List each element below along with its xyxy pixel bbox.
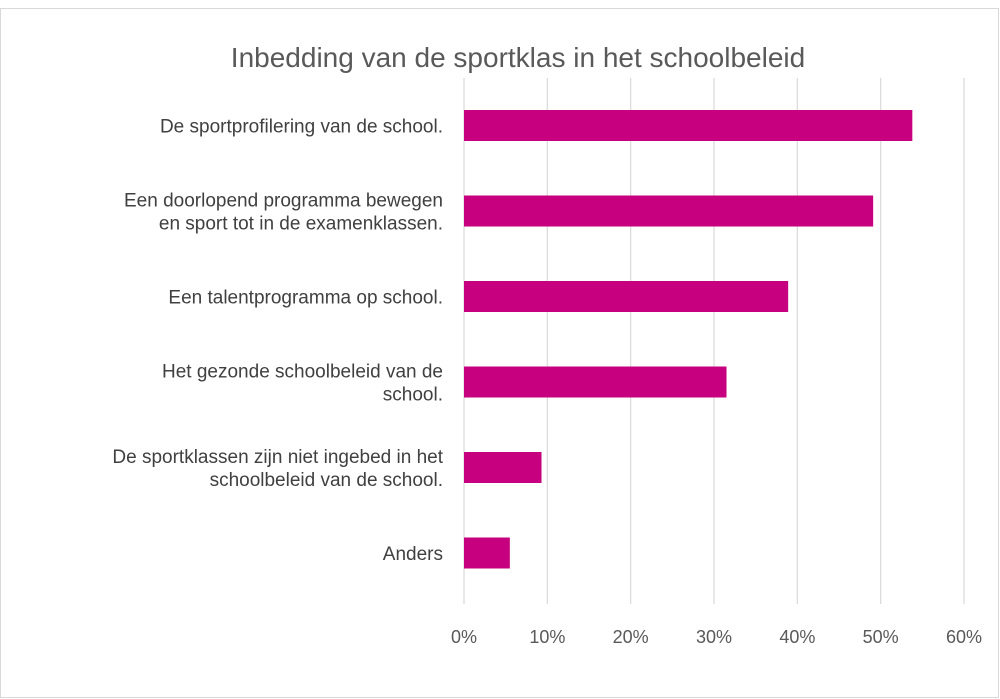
x-tick-label: 0% <box>451 627 477 647</box>
bar <box>464 452 542 483</box>
category-label: De sportprofilering van de school. <box>160 117 443 138</box>
category-label: Een talentprogramma op school. <box>168 288 443 309</box>
x-tick-label: 60% <box>946 627 982 647</box>
category-labels: De sportprofilering van de school. Een do… <box>112 117 443 566</box>
bars <box>464 110 913 569</box>
x-tick-label: 10% <box>529 627 565 647</box>
x-axis-tick-labels: 0% 10% 20% 30% 40% 50% 60% <box>451 627 982 647</box>
category-label: Anders <box>383 544 443 565</box>
bar <box>464 281 789 312</box>
gridlines <box>463 78 965 604</box>
category-label: Een doorlopend programma bewegen <box>124 191 443 212</box>
x-tick-label: 30% <box>696 627 732 647</box>
x-tick-label: 20% <box>613 627 649 647</box>
category-label: De sportklassen zijn niet ingebed in het <box>112 447 443 468</box>
bar <box>464 366 727 398</box>
category-label: school. <box>383 385 443 406</box>
category-label: en sport tot in de examenklassen. <box>159 214 443 235</box>
x-tick-label: 40% <box>779 627 815 647</box>
category-label: schoolbeleid van de school. <box>210 470 443 491</box>
bar <box>464 110 913 141</box>
x-tick-label: 50% <box>863 627 899 647</box>
bar <box>464 195 874 227</box>
chart-title: Inbedding van de sportklas in het school… <box>231 42 805 73</box>
category-label: Het gezonde schoolbeleid van de <box>162 362 443 383</box>
bar <box>464 537 510 569</box>
